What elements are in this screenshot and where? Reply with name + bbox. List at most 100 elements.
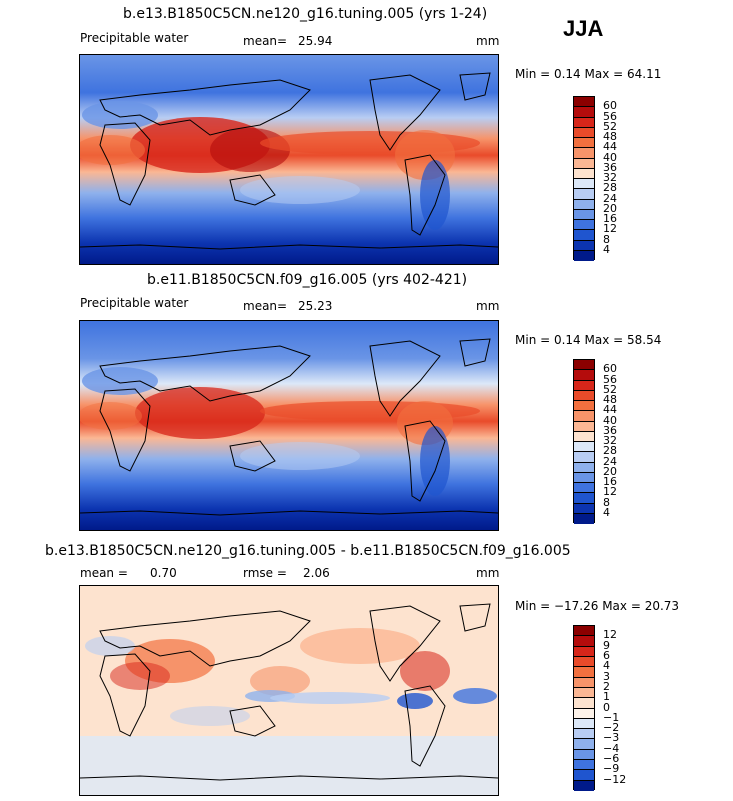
colorbar-swatch [574,360,594,371]
colorbar-label: 36 [603,160,617,174]
colorbar-swatch [574,667,594,678]
colorbar-label: 0 [603,700,610,714]
panel1-colorbar [573,96,595,261]
colorbar-label: 52 [603,119,617,133]
panel1-minmax: Min = 0.14 Max = 64.11 [515,67,662,81]
colorbar-label: 48 [603,130,617,143]
colorbar-swatch [574,687,594,699]
colorbar-label: 48 [603,393,617,406]
colorbar-swatch [574,729,594,740]
colorbar-label: 6 [603,648,610,662]
colorbar-swatch [574,452,594,463]
colorbar-label: 20 [603,464,617,478]
colorbar-label: 52 [603,382,617,396]
colorbar-label: −4 [603,741,620,755]
colorbar-swatch [574,250,594,261]
colorbar-label: −2 [603,721,620,735]
colorbar-swatch [574,168,594,179]
colorbar-label: 16 [603,475,617,488]
colorbar-swatch [574,179,594,190]
colorbar-swatch [574,107,594,118]
colorbar-label: 24 [603,454,617,468]
panel1-mean-value: 25.94 [298,34,333,48]
panel2-variable: Precipitable water [80,296,189,310]
colorbar-swatch [574,698,594,709]
panel1-mean-label: mean= [243,34,288,48]
colorbar-label: −6 [603,752,620,766]
colorbar-label: −1 [603,710,620,724]
colorbar-swatch [574,380,594,391]
panel3-rmse-label: rmse = [243,566,287,580]
colorbar-swatch [574,626,594,637]
colorbar-swatch [574,220,594,231]
panel2-units: mm [476,299,500,313]
colorbar-label: 40 [603,413,617,427]
colorbar-swatch [574,760,594,771]
panel3-rmse-value: 2.06 [303,566,330,580]
colorbar-swatch [574,411,594,422]
colorbar-label: 28 [603,181,617,195]
colorbar-label: 40 [603,150,617,164]
colorbar-swatch [574,421,594,432]
panel3-colorbar [573,625,595,791]
colorbar-swatch [574,148,594,159]
colorbar-swatch [574,770,594,781]
colorbar-label: 32 [603,434,617,447]
panel1-title: b.e13.B1850C5CN.ne120_g16.tuning.005 (yr… [123,6,488,22]
colorbar-swatch [574,646,594,657]
colorbar-label: 60 [603,99,617,113]
colorbar-swatch [574,209,594,220]
colorbar-label: 28 [603,444,617,458]
colorbar-label: 1 [603,690,610,704]
colorbar-label: 32 [603,171,617,184]
colorbar-swatch [574,117,594,128]
panel3-map [79,585,499,796]
panel3-map-svg [80,586,498,795]
colorbar-label: 44 [603,403,617,417]
colorbar-label: 9 [603,638,610,652]
colorbar-swatch [574,431,594,442]
colorbar-label: 8 [603,232,610,246]
colorbar-label: 24 [603,191,617,205]
colorbar-swatch [574,230,594,241]
colorbar-label: 56 [603,372,617,386]
panel3-mean-value: 0.70 [150,566,177,580]
colorbar-label: 12 [603,628,617,642]
colorbar-swatch [574,718,594,730]
panel2-mean-value: 25.23 [298,299,333,313]
panel1-variable: Precipitable water [80,31,189,45]
panel2-title: b.e11.B1850C5CN.f09_g16.005 (yrs 402-421… [147,272,468,288]
panel2-map-svg [80,321,498,530]
panel3-title: b.e13.B1850C5CN.ne120_g16.tuning.005 - b… [45,543,571,559]
colorbar-label: 2 [603,679,610,693]
colorbar-swatch [574,708,594,719]
colorbar-swatch [574,677,594,688]
colorbar-swatch [574,749,594,761]
colorbar-swatch [574,493,594,504]
season-label: JJA [563,16,604,41]
colorbar-label: 16 [603,212,617,225]
colorbar-label: 3 [603,669,610,683]
colorbar-swatch [574,189,594,200]
colorbar-label: 4 [603,505,610,519]
panel3-minmax: Min = −17.26 Max = 20.73 [515,599,680,613]
panel2-mean-label: mean= [243,299,288,313]
colorbar-label: 12 [603,485,617,499]
colorbar-label: 12 [603,222,617,236]
panel1-units: mm [476,34,500,48]
colorbar-swatch [574,513,594,524]
panel2-minmax: Min = 0.14 Max = 58.54 [515,333,662,347]
colorbar-label: 44 [603,140,617,154]
colorbar-label: 56 [603,109,617,123]
colorbar-swatch [574,462,594,473]
colorbar-swatch [574,636,594,647]
colorbar-label: −9 [603,762,620,776]
colorbar-swatch [574,127,594,138]
colorbar-swatch [574,199,594,210]
panel2-map [79,320,499,531]
colorbar-label: 36 [603,423,617,437]
colorbar-swatch [574,158,594,169]
panel1-map-svg [80,55,498,264]
colorbar-swatch [574,472,594,483]
colorbar-swatch [574,240,594,251]
